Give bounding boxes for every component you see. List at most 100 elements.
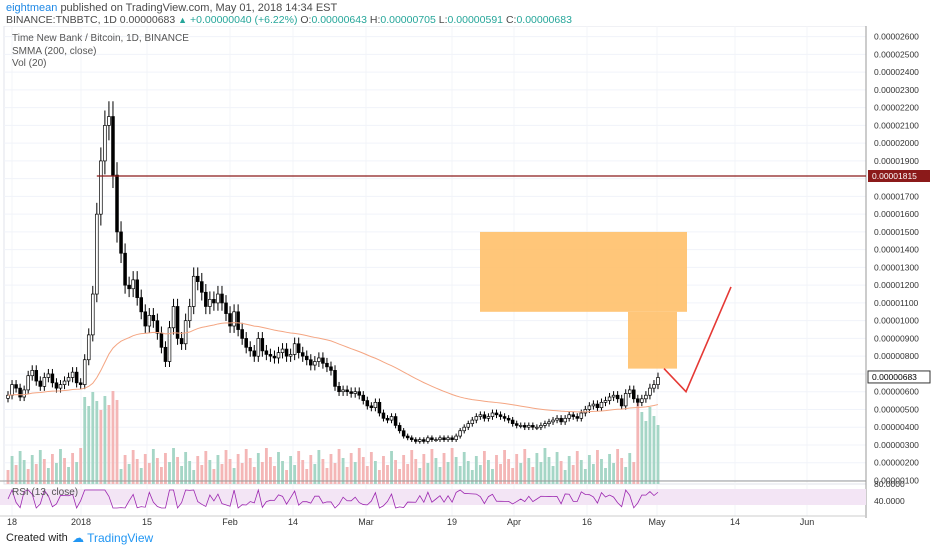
volume-bar (260, 462, 264, 484)
candle-body (62, 380, 67, 385)
candle-body (91, 293, 95, 336)
y-tick-label: 0.00002400 (874, 67, 919, 77)
candle-body (268, 354, 273, 357)
candle-body (175, 306, 180, 339)
volume-bar (63, 458, 66, 484)
volume-bar (59, 449, 62, 484)
price-chart[interactable]: 0.00002600 0.00002500 0.00002400 0.00002300… (0, 26, 932, 528)
candle-body (26, 375, 30, 391)
candle-body (107, 116, 111, 126)
publication-header: eightmean published on TradingView.com, … (0, 0, 932, 26)
candle-body (325, 362, 329, 368)
price-pane (3, 26, 867, 485)
volume-bar (487, 460, 490, 484)
candle-body (389, 416, 394, 421)
candle-body (147, 315, 152, 327)
candle-body (284, 348, 289, 357)
candle-body (280, 348, 285, 353)
volume-bar (46, 468, 50, 484)
open-value: 0.00000643 (311, 14, 367, 26)
volume-bar (301, 460, 305, 484)
chart-title: Time New Bank / Bitcoin, 1D, BINANCE (12, 33, 189, 44)
candle-body (494, 412, 499, 416)
volume-bar (172, 448, 175, 484)
volume-bar (99, 410, 103, 484)
volume-bar (147, 463, 151, 484)
candle-body (656, 377, 660, 385)
author-link[interactable]: eightmean (6, 2, 58, 14)
volume-bar (14, 465, 18, 484)
volume-bar (269, 457, 272, 484)
created-with-text: Created with (6, 532, 68, 544)
y-tick-label: 0.00002300 (874, 85, 919, 95)
volume-bar (232, 468, 236, 484)
volume-bar (67, 467, 70, 484)
volume-bar (188, 461, 192, 484)
candle-body (381, 412, 386, 419)
candle-body (652, 384, 656, 389)
candle-body (619, 398, 624, 407)
volume-bar (539, 462, 543, 484)
candle-body (527, 425, 531, 428)
rsi-tick-label: 40.0000 (874, 496, 905, 506)
smma-legend: SMMA (200, close) (12, 46, 97, 57)
volume-bar (426, 463, 430, 484)
candle-body (155, 320, 160, 334)
volume-bar (394, 460, 397, 484)
y-tick-label: 0.00001900 (874, 156, 919, 166)
volume-bar (228, 459, 232, 484)
volume-bar (596, 450, 599, 484)
tradingview-logo[interactable]: ☁ TradingView (72, 531, 153, 545)
candle-body (341, 389, 345, 393)
volume-bar (22, 460, 26, 484)
volume-bar (337, 449, 341, 484)
volume-bar (430, 449, 434, 484)
volume-bar (119, 469, 123, 484)
volume-bar (648, 407, 652, 484)
volume-bar (357, 448, 361, 484)
candle-body (78, 382, 83, 385)
volume-bar (325, 468, 329, 484)
candle-body (555, 417, 559, 421)
x-tick-label: Apr (507, 517, 521, 527)
y-tick-label: 0.00001700 (874, 191, 919, 201)
candle-body (135, 279, 139, 298)
volume-bar (83, 397, 87, 484)
candle-body (377, 401, 382, 414)
volume-bar (418, 468, 422, 484)
volume-bar (345, 467, 349, 484)
open-label: O: (300, 14, 312, 26)
volume-bar (204, 451, 208, 484)
volume-bar (192, 470, 196, 484)
volume-bar (644, 421, 648, 484)
volume-bar (87, 406, 91, 484)
candle-body (252, 350, 257, 357)
volume-bar (365, 466, 369, 484)
candle-body (543, 423, 547, 426)
candle-body (490, 412, 495, 417)
candle-body (329, 366, 333, 371)
vol-legend: Vol (20) (12, 58, 47, 69)
volume-bar (446, 462, 450, 484)
volume-bar (616, 449, 620, 484)
volume-bar (293, 465, 297, 484)
candle-body (607, 396, 612, 401)
x-tick-label: Feb (222, 517, 238, 527)
candle-body (42, 377, 47, 387)
x-tick-label: 19 (447, 517, 457, 527)
candle-body (256, 338, 261, 357)
volume-bar (551, 466, 555, 484)
volume-bar (349, 453, 353, 484)
volume-bar (313, 464, 317, 484)
candle-body (220, 293, 224, 304)
up-arrow-icon: ▲ (178, 15, 188, 25)
volume-bar (511, 468, 515, 484)
volume-bar (478, 465, 482, 484)
smma-line (7, 322, 659, 413)
candle-body (514, 423, 519, 426)
candle-body (506, 417, 511, 421)
volume-bar (422, 454, 426, 484)
y-tick-label: 0.00000900 (874, 333, 919, 343)
candle-body (365, 400, 370, 407)
volume-bar (600, 459, 603, 484)
